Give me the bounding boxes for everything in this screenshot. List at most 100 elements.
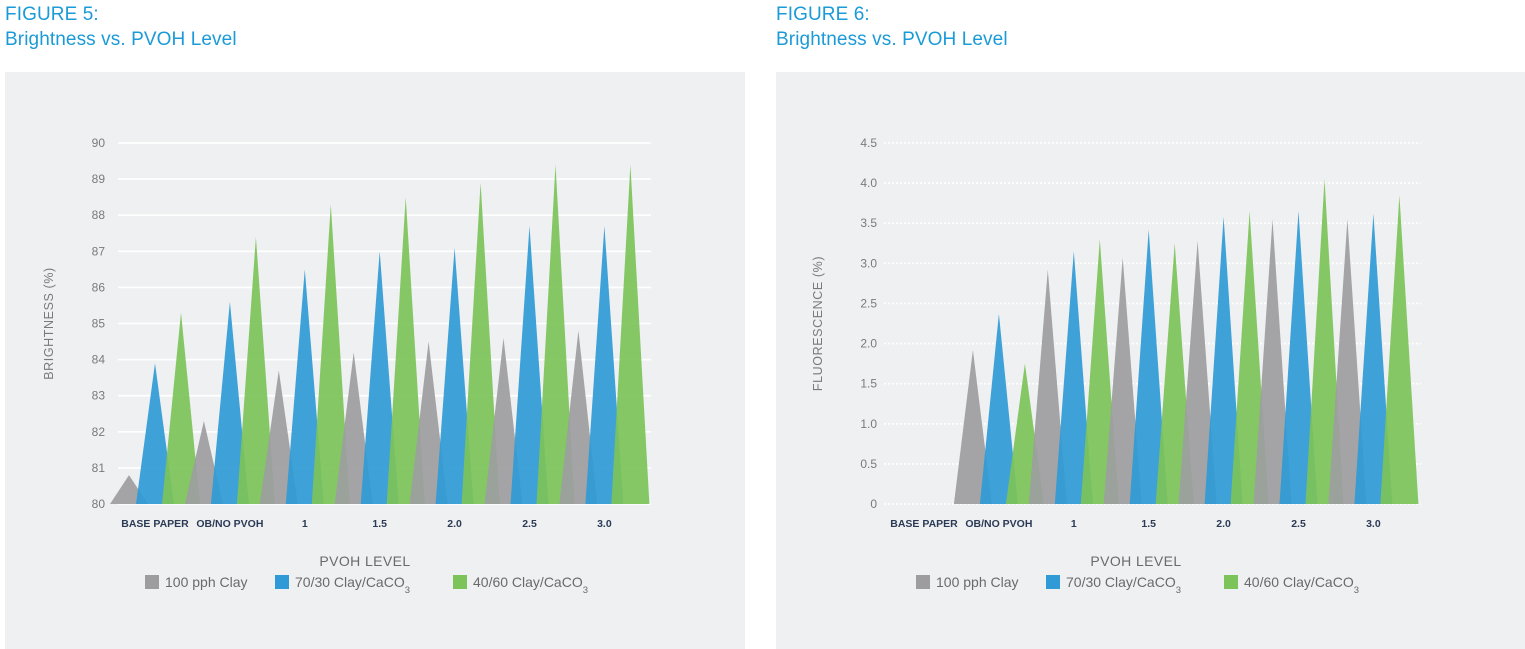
y-tick-label: 2.0 [860, 337, 877, 351]
y-axis-title: FLUORESCENCE (%) [811, 256, 825, 391]
x-tick-label: 2.0 [1216, 518, 1231, 530]
bar [1178, 240, 1217, 505]
legend-swatch [275, 575, 289, 589]
bar [510, 226, 549, 504]
bar [334, 352, 373, 504]
legend-swatch [1224, 575, 1238, 589]
bar [953, 349, 992, 504]
x-tick-label: BASE PAPER [121, 518, 189, 530]
y-tick-label: 85 [92, 317, 106, 331]
x-tick-label: 2.5 [522, 518, 537, 530]
x-tick-label: BASE PAPER [890, 518, 958, 530]
y-tick-label: 0 [870, 497, 877, 511]
bars [953, 179, 1419, 505]
legend-label: 70/30 Clay/CaCO3 [295, 574, 410, 596]
y-tick-label: 81 [92, 461, 106, 475]
bar [1253, 219, 1292, 504]
bars [110, 164, 650, 505]
bar [136, 363, 174, 504]
figure-6-label: FIGURE 6: [776, 4, 870, 25]
bar [1328, 219, 1367, 504]
legend-swatch [916, 575, 930, 589]
bar [611, 164, 650, 504]
x-axis-title: PVOH LEVEL [319, 553, 410, 569]
legend-label: 40/60 Clay/CaCO3 [1244, 574, 1359, 596]
legend-label: 100 pph Clay [165, 574, 248, 590]
bar [484, 337, 523, 504]
bar [1354, 213, 1393, 504]
bar [1103, 257, 1142, 504]
bar [311, 204, 350, 504]
x-tick-label: 1.5 [1141, 518, 1156, 530]
y-tick-label: 2.5 [860, 296, 877, 310]
x-tick-label: OB/NO PVOH [965, 518, 1032, 530]
figure-5: FIGURE 5: Brightness vs. PVOH Level 80 81… [0, 0, 745, 649]
y-tick-label: 4.5 [860, 136, 877, 150]
bar [1028, 269, 1067, 504]
chart-panel: 0 0.5 1.0 1.5 2.0 2.5 3.0 3.5 4.0 4.5 FLUORESCENCE… [776, 72, 1525, 649]
bar [559, 330, 598, 504]
x-tick-label: 3.0 [1366, 518, 1381, 530]
bar [1279, 211, 1318, 504]
legend: 100 pph Clay 70/30 Clay/CaCO3 40/60 Clay/C… [145, 574, 588, 596]
x-tick-label: 3.0 [597, 518, 612, 530]
y-axis-title: BRIGHTNESS (%) [42, 267, 56, 380]
y-tick-label: 84 [92, 353, 106, 367]
legend-swatch [453, 575, 467, 589]
legend-swatch [1046, 575, 1060, 589]
y-tick-label: 87 [92, 244, 106, 258]
bar [409, 341, 448, 504]
x-tick-label: 2.0 [447, 518, 462, 530]
x-axis-title: PVOH LEVEL [1090, 553, 1181, 569]
y-tick-label: 1.5 [860, 377, 877, 391]
y-tick-label: 82 [92, 425, 106, 439]
bar [461, 182, 500, 504]
x-tick-label: 1 [1071, 518, 1077, 530]
bar [259, 370, 298, 504]
brightness-chart: 80 81 82 83 84 85 86 87 88 89 90 BRIGHTNESS (%) BASE… [42, 136, 651, 596]
x-tick-label: 2.5 [1291, 518, 1306, 530]
y-tick-labels: 80 81 82 83 84 85 86 87 88 89 90 [92, 136, 106, 511]
bar [1380, 195, 1419, 504]
bar [162, 312, 200, 504]
y-tick-label: 88 [92, 208, 106, 222]
y-tick-labels: 0 0.5 1.0 1.5 2.0 2.5 3.0 3.5 4.0 4.5 [860, 136, 877, 511]
legend: 100 pph Clay 70/30 Clay/CaCO3 40/60 Clay/C… [916, 574, 1359, 596]
bar [979, 313, 1018, 504]
x-tick-label: OB/NO PVOH [196, 518, 263, 530]
bar [236, 236, 275, 505]
bar [585, 226, 624, 504]
bar [536, 164, 575, 504]
bar [210, 301, 249, 504]
bar [360, 251, 399, 504]
y-tick-label: 89 [92, 172, 106, 186]
legend-label: 40/60 Clay/CaCO3 [473, 574, 588, 596]
y-tick-label: 1.0 [860, 417, 877, 431]
figure-5-heading: FIGURE 5: Brightness vs. PVOH Level [5, 2, 237, 52]
legend-label: 100 pph Clay [936, 574, 1019, 590]
x-tick-labels: BASE PAPER OB/NO PVOH 1 1.5 2.0 2.5 3.0 [890, 518, 1381, 530]
figure-6-heading: FIGURE 6: Brightness vs. PVOH Level [776, 2, 1008, 52]
legend-label: 70/30 Clay/CaCO3 [1066, 574, 1181, 596]
figure-5-title: Brightness vs. PVOH Level [5, 29, 237, 50]
y-tick-label: 80 [92, 497, 106, 511]
bar [285, 269, 324, 504]
figure-6-title: Brightness vs. PVOH Level [776, 29, 1008, 50]
chart-panel: 80 81 82 83 84 85 86 87 88 89 90 BRIGHTNESS (%) BASE… [5, 72, 745, 649]
x-tick-label: 1 [302, 518, 308, 530]
y-tick-label: 83 [92, 389, 106, 403]
bar [1054, 251, 1093, 504]
x-tick-label: 1.5 [372, 518, 387, 530]
y-tick-label: 86 [92, 280, 106, 294]
bar [435, 247, 474, 504]
x-tick-labels: BASE PAPER OB/NO PVOH 1 1.5 2.0 2.5 3.0 [121, 518, 612, 530]
legend-swatch [145, 575, 159, 589]
fluorescence-chart: 0 0.5 1.0 1.5 2.0 2.5 3.0 3.5 4.0 4.5 FLUORESCENCE… [811, 136, 1421, 596]
figure-6: FIGURE 6: Brightness vs. PVOH Level 0 0.5… [776, 0, 1525, 649]
bar [1204, 216, 1243, 504]
y-tick-label: 4.0 [860, 176, 877, 190]
y-tick-label: 3.5 [860, 216, 877, 230]
bar [1129, 229, 1168, 504]
y-tick-label: 3.0 [860, 256, 877, 270]
y-tick-label: 0.5 [860, 457, 877, 471]
